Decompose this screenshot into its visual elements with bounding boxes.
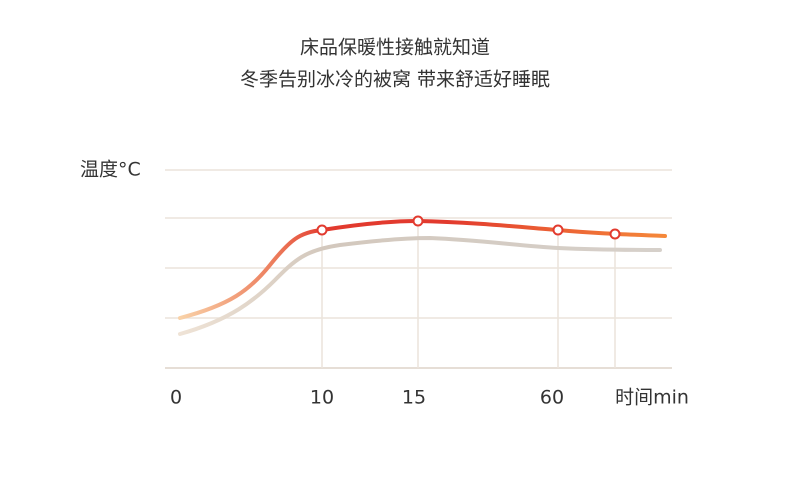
- grid: [165, 169, 672, 369]
- subtitle: 冬季告别冰冷的被窝 带来舒适好睡眠: [240, 69, 550, 91]
- marker: [412, 215, 424, 227]
- product-curve: [178, 218, 667, 320]
- x-label: 10: [310, 387, 334, 409]
- x-label: 60: [540, 387, 564, 409]
- marker: [609, 228, 621, 240]
- x-label: 15: [402, 387, 426, 409]
- x-axis-unit: 时间min: [615, 387, 689, 409]
- x-label: 0: [170, 387, 182, 409]
- marker: [316, 224, 328, 236]
- y-axis-label: 温度°C: [80, 159, 141, 181]
- title: 床品保暖性接触就知道: [300, 37, 490, 59]
- marker: [552, 224, 564, 236]
- markers: [316, 215, 621, 240]
- reference-curve: [178, 235, 662, 336]
